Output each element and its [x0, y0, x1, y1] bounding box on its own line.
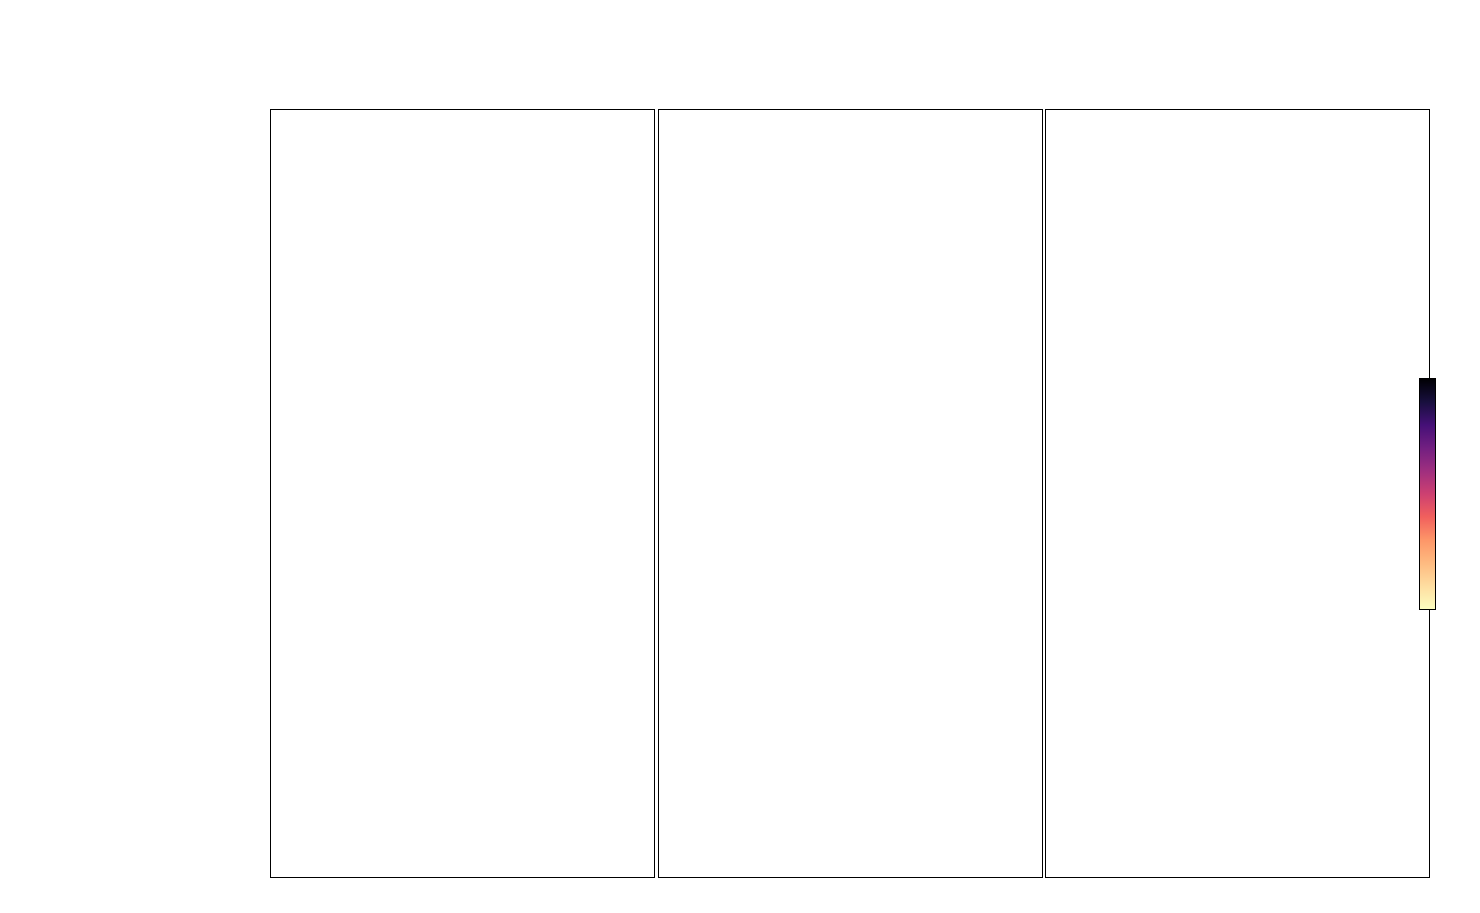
heatmap-panel-macaque	[658, 109, 1043, 878]
heatmap-macaque-canvas	[659, 110, 1042, 877]
heatmap-panel-human	[270, 109, 655, 878]
heatmap-panel-marmoset	[1045, 109, 1430, 878]
colorbar	[1419, 378, 1436, 610]
heatmap-marmoset-canvas	[1046, 110, 1429, 877]
heatmap-human-canvas	[271, 110, 654, 877]
